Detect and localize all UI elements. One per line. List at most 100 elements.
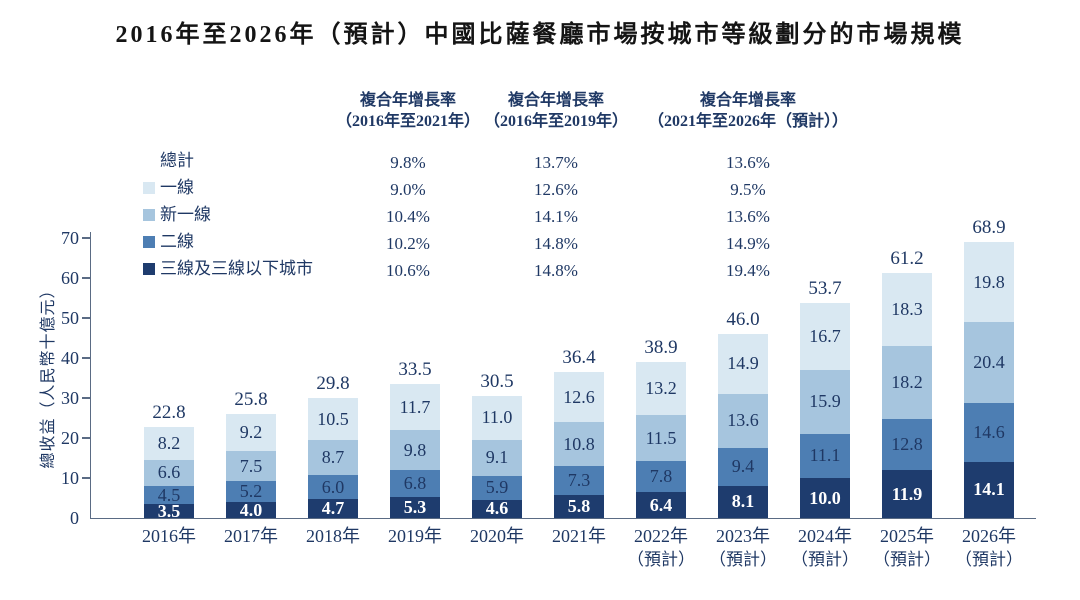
bar-segment: 11.7 <box>390 383 440 431</box>
bar-segment: 4.0 <box>226 500 276 520</box>
bar-segment: 20.4 <box>964 321 1014 404</box>
x-tick-label: 2024年 （預計） <box>770 524 880 572</box>
bar-total-label: 25.8 <box>234 389 268 411</box>
bar-column-2020年: 4.6 5.9 9.1 11.0 30.5 <box>472 371 522 518</box>
legend-swatch <box>143 263 155 275</box>
y-tick-mark <box>82 397 91 399</box>
cagr-value: 13.6% <box>726 153 770 172</box>
bar-segment: 11.1 <box>800 433 850 478</box>
bar-segment-value-label: 6.8 <box>403 472 427 493</box>
bar-segment-value-label: 4.5 <box>157 484 181 505</box>
bar-segment: 11.0 <box>472 395 522 440</box>
bar-segment: 6.0 <box>308 475 358 500</box>
bar-segment: 10.5 <box>308 398 358 441</box>
cagr-header-line1: 複合年增長率 <box>699 92 796 109</box>
cagr-value: 14.9% <box>726 234 770 253</box>
bar-segment: 3.5 <box>144 501 194 521</box>
cagr-value: 9.5% <box>730 180 766 199</box>
bar-segment: 7.5 <box>226 451 276 482</box>
plot-area: 0 10 20 30 40 50 60 70 3.5 4.5 6.6 8.2 22.8 4.0 5.2 7.… <box>61 217 1036 569</box>
bar-segment: 8.2 <box>144 426 194 460</box>
bar-segment: 7.3 <box>554 465 604 495</box>
bar-segment: 11.5 <box>636 415 686 462</box>
bar-segment-value-label: 13.2 <box>645 378 677 399</box>
x-tick-label: 2023年 （預計） <box>688 524 798 572</box>
bar-segment-value-label: 9.1 <box>485 447 509 468</box>
bar-segment-value-label: 9.8 <box>403 439 427 460</box>
bar-segment-value-label: 5.2 <box>239 481 263 502</box>
bar-column-2022年: 6.4 7.8 11.5 13.2 38.9 <box>636 337 686 518</box>
x-tick-label: 2021年 <box>524 524 634 548</box>
bar-segment-value-label: 13.6 <box>727 410 759 431</box>
bar-segment-value-label: 10.5 <box>317 408 349 429</box>
cagr-value: 10.4% <box>386 207 430 226</box>
bar-column-2024年: 10.0 11.1 15.9 16.7 53.7 <box>800 278 850 518</box>
bar-total-label: 38.9 <box>644 337 678 359</box>
cagr-header-line2: （2021年至2026年（預計）） <box>647 113 848 130</box>
bar-segment-value-label: 7.5 <box>239 455 263 476</box>
bar-segment-value-label: 19.8 <box>973 271 1005 292</box>
cagr-value: 14.8% <box>534 234 578 253</box>
bar-segment: 6.8 <box>390 469 440 497</box>
x-tick-year: 2018年 <box>306 526 360 546</box>
bar-segment: 8.1 <box>718 485 768 518</box>
x-tick-year: 2024年 <box>798 526 852 546</box>
x-tick-year: 2017年 <box>224 526 278 546</box>
legend-swatch <box>143 209 155 221</box>
bar-segment: 12.6 <box>554 372 604 423</box>
y-tick-mark <box>82 357 91 359</box>
bar-segment: 6.4 <box>636 492 686 518</box>
cagr-value: 9.0% <box>390 180 426 199</box>
bar-segment: 16.7 <box>800 303 850 370</box>
x-tick-label: 2020年 <box>442 524 552 548</box>
bar-segment-value-label: 4.7 <box>321 498 345 519</box>
bar-segment: 4.6 <box>472 498 522 518</box>
bar-segment-value-label: 20.4 <box>973 351 1005 372</box>
bar-total-label: 46.0 <box>726 309 760 330</box>
bar-segment-value-label: 9.2 <box>239 422 263 443</box>
bar-segment-value-label: 10.8 <box>563 433 595 454</box>
bar-segment: 10.8 <box>554 422 604 466</box>
x-tick-year: 2026年 <box>962 526 1016 546</box>
bar-segment: 12.8 <box>882 419 932 471</box>
cagr-value: 14.1% <box>534 207 578 226</box>
cagr-value: 14.8% <box>534 261 578 280</box>
bar-segment-value-label: 11.5 <box>645 427 677 448</box>
x-tick-label: 2016年 <box>114 524 224 548</box>
x-tick-year: 2021年 <box>552 526 606 546</box>
bar-column-2018年: 4.7 6.0 8.7 10.5 29.8 <box>308 373 358 519</box>
bar-segment: 9.8 <box>390 430 440 470</box>
cagr-header-line2: （2016年至2019年） <box>483 113 628 130</box>
x-tick-forecast-note: （預計） <box>791 550 859 569</box>
x-tick-year: 2025年 <box>880 526 934 546</box>
bar-segment: 14.6 <box>964 403 1014 462</box>
legend-label: 二線 <box>160 232 194 251</box>
x-tick-label: 2025年 （預計） <box>852 524 962 572</box>
bar-segment: 9.2 <box>226 414 276 452</box>
bar-segment: 5.8 <box>554 494 604 518</box>
bar-segment: 13.6 <box>718 393 768 448</box>
bar-segment-value-label: 5.9 <box>485 477 509 498</box>
bar-segment: 13.2 <box>636 362 686 416</box>
bar-segment: 6.6 <box>144 459 194 486</box>
bar-segment: 11.9 <box>882 470 932 518</box>
bar-total-label: 29.8 <box>316 373 350 395</box>
bar-total-label: 53.7 <box>808 278 842 300</box>
x-tick-forecast-note: （預計） <box>873 550 941 569</box>
cagr-value: 9.8% <box>390 153 426 172</box>
cagr-value: 12.6% <box>534 180 578 199</box>
bar-column-2016年: 3.5 4.5 6.6 8.2 22.8 <box>144 402 194 521</box>
x-tick-label: 2018年 <box>278 524 388 548</box>
legend-swatch <box>143 182 155 194</box>
bar-column-2025年: 11.9 12.8 18.2 18.3 61.2 <box>882 248 932 518</box>
bar-segment-value-label: 3.5 <box>157 500 181 521</box>
bar-segment: 18.3 <box>882 273 932 347</box>
y-tick-mark <box>82 437 91 439</box>
bar-total-label: 22.8 <box>152 401 186 423</box>
x-tick-label: 2019年 <box>360 524 470 548</box>
y-tick-label: 40 <box>61 348 79 368</box>
cagr-value: 13.6% <box>726 207 770 226</box>
bar-total-label: 36.4 <box>562 347 596 368</box>
cagr-header-col-2: 複合年增長率 （2016年至2019年） <box>441 90 671 132</box>
